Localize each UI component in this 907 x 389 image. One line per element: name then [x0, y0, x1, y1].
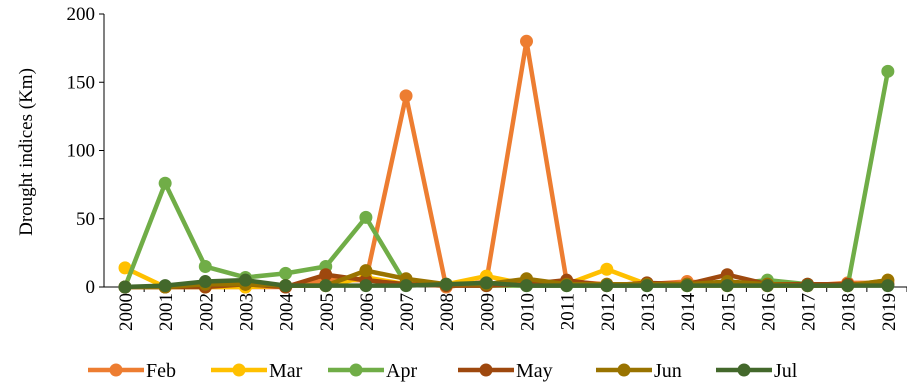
data-point-jun	[359, 264, 373, 278]
legend: Feb Mar Apr May Jun Jul	[88, 360, 798, 382]
data-point-jul	[399, 279, 413, 293]
data-point-jul	[841, 279, 855, 293]
data-point-jul	[600, 279, 614, 293]
data-point-apr	[881, 64, 895, 78]
x-tick-label: 2004	[277, 293, 298, 332]
y-tick-label: 200	[67, 4, 96, 25]
x-tick-label: 2014	[678, 293, 699, 332]
y-tick-label: 50	[76, 209, 95, 230]
x-tick-label: 2002	[196, 293, 217, 331]
data-point-jul	[359, 279, 373, 293]
x-tick-label: 2009	[477, 293, 498, 331]
data-point-jul	[640, 279, 654, 293]
y-tick-label: 0	[86, 277, 96, 298]
x-tick-label: 2001	[156, 293, 177, 331]
x-tick-label: 2006	[357, 293, 378, 331]
data-point-jul	[479, 276, 493, 290]
data-point-apr	[359, 210, 373, 224]
data-point-jul	[720, 279, 734, 293]
legend-label-jun: Jun	[654, 360, 682, 382]
data-point-apr	[198, 260, 212, 274]
x-tick-label: 2013	[638, 293, 659, 331]
x-tick-label: 2007	[397, 293, 418, 331]
data-point-mar	[118, 261, 132, 275]
legend-marker-mar	[232, 363, 246, 377]
data-point-jul	[238, 273, 252, 287]
x-tick-label: 2011	[558, 293, 579, 330]
data-point-jul	[198, 275, 212, 289]
x-ticks: 2000 2001 2002 2003 2004 2005 2006 2007 2008 2009…	[116, 287, 907, 331]
data-point-jul	[520, 279, 533, 293]
legend-label-mar: Mar	[269, 360, 303, 382]
legend-label-apr: Apr	[386, 360, 417, 382]
legend-marker-may	[479, 363, 493, 377]
y-tick-label: 150	[67, 72, 96, 93]
data-point-jul	[881, 279, 895, 293]
data-point-feb	[399, 89, 413, 103]
data-point-jul	[439, 277, 453, 291]
series-line-apr	[122, 69, 891, 290]
data-point-apr	[158, 176, 172, 190]
legend-marker-feb	[109, 363, 123, 377]
data-point-apr	[279, 266, 293, 280]
data-point-jul	[560, 279, 574, 293]
data-point-jul	[158, 279, 172, 293]
y-axis-title: Drought indices (Km)	[16, 68, 37, 236]
x-tick-label: 2015	[718, 293, 739, 331]
data-point-may	[319, 268, 333, 282]
x-tick-label: 2012	[598, 293, 619, 331]
legend-label-may: May	[516, 360, 553, 382]
x-tick-label: 2016	[758, 293, 779, 331]
x-tick-label: 2018	[839, 293, 860, 331]
data-point-jul	[760, 279, 774, 293]
x-tick-label: 2019	[879, 293, 900, 331]
data-point-jul	[279, 279, 293, 293]
series-line-feb	[122, 39, 891, 290]
legend-marker-apr	[349, 363, 363, 377]
data-point-jul	[801, 279, 815, 293]
legend-label-jul: Jul	[774, 360, 798, 382]
data-point-feb	[520, 34, 533, 48]
series-line-jul	[122, 277, 891, 290]
legend-marker-jun	[617, 363, 631, 377]
x-tick-label: 2008	[437, 293, 458, 331]
x-tick-label: 2005	[317, 293, 338, 331]
legend-marker-jul	[737, 363, 751, 377]
data-point-jul	[319, 279, 333, 293]
x-tick-label: 2003	[236, 293, 257, 331]
y-ticks: 0 50 100 150 200	[67, 4, 104, 298]
data-point-jul	[680, 279, 694, 293]
x-tick-label: 2000	[116, 293, 137, 331]
x-tick-label: 2010	[518, 293, 539, 331]
data-point-mar	[600, 262, 614, 276]
series-group	[118, 34, 895, 294]
legend-label-feb: Feb	[146, 360, 176, 382]
data-point-jul	[118, 280, 132, 294]
x-tick-label: 2017	[799, 293, 820, 331]
y-tick-label: 100	[67, 141, 96, 162]
